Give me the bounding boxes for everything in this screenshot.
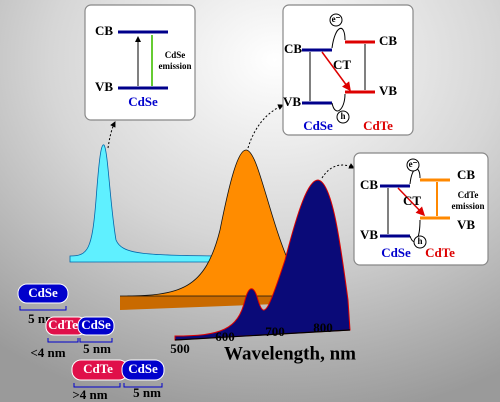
label: CB [379, 33, 397, 48]
label: CdSe [303, 118, 333, 133]
label: CB [360, 177, 378, 192]
ct-arrow [321, 51, 351, 92]
label: CT [403, 193, 421, 208]
scale-bracket [19, 306, 67, 311]
label: CB [284, 41, 302, 56]
core [77, 316, 115, 336]
label: CB [457, 167, 475, 182]
core [121, 359, 165, 381]
axis-title: Wavelength, nm [224, 343, 356, 364]
transfer [331, 93, 346, 112]
label: VB [379, 83, 397, 98]
spectra [69, 144, 351, 341]
scale-bracket [73, 383, 163, 388]
label: CdSe [81, 317, 111, 332]
label: e⁻ [332, 14, 341, 24]
electron [329, 13, 343, 27]
cdse-cdte-spectrum [174, 179, 351, 341]
x-axis [174, 329, 351, 341]
label: CdTe [458, 190, 479, 200]
label: >4 nm [72, 387, 107, 402]
label: e⁻ [409, 159, 418, 169]
ct-arrow [397, 187, 426, 217]
label: CdSe [381, 245, 411, 260]
hole [336, 110, 350, 124]
tick-label: 800 [313, 320, 333, 335]
core [17, 283, 69, 304]
label: CdTe [363, 118, 393, 133]
tick-label: 500 [170, 341, 190, 356]
arrow [247, 104, 284, 149]
label: 5 nm [133, 385, 161, 400]
label: CB [95, 23, 113, 38]
electron [406, 158, 420, 172]
label: VB [457, 217, 475, 232]
scale-bracket [47, 338, 113, 343]
label: h [417, 236, 422, 246]
label: 5 nm [83, 341, 111, 356]
label: VB [283, 94, 301, 109]
arrow [107, 121, 116, 149]
hole [413, 235, 427, 249]
label: h [340, 111, 345, 121]
cdse-spectrum [69, 144, 241, 263]
tick-label: 700 [265, 324, 285, 339]
label: CdSe [128, 94, 158, 109]
label: emission [158, 61, 191, 71]
label: CdSe [28, 285, 58, 300]
label: VB [360, 227, 378, 242]
band-box [84, 4, 196, 121]
label: VB [95, 79, 113, 94]
transfer [331, 28, 346, 49]
label: emission [451, 201, 484, 211]
label: CdTe [48, 317, 78, 332]
label: CT [333, 57, 351, 72]
label: CdSe [128, 361, 158, 376]
label: CdTe [425, 245, 455, 260]
tick-label: 600 [215, 329, 235, 344]
label: CdSe [165, 50, 186, 60]
label: CdTe [83, 361, 113, 376]
label: <4 nm [30, 345, 65, 360]
